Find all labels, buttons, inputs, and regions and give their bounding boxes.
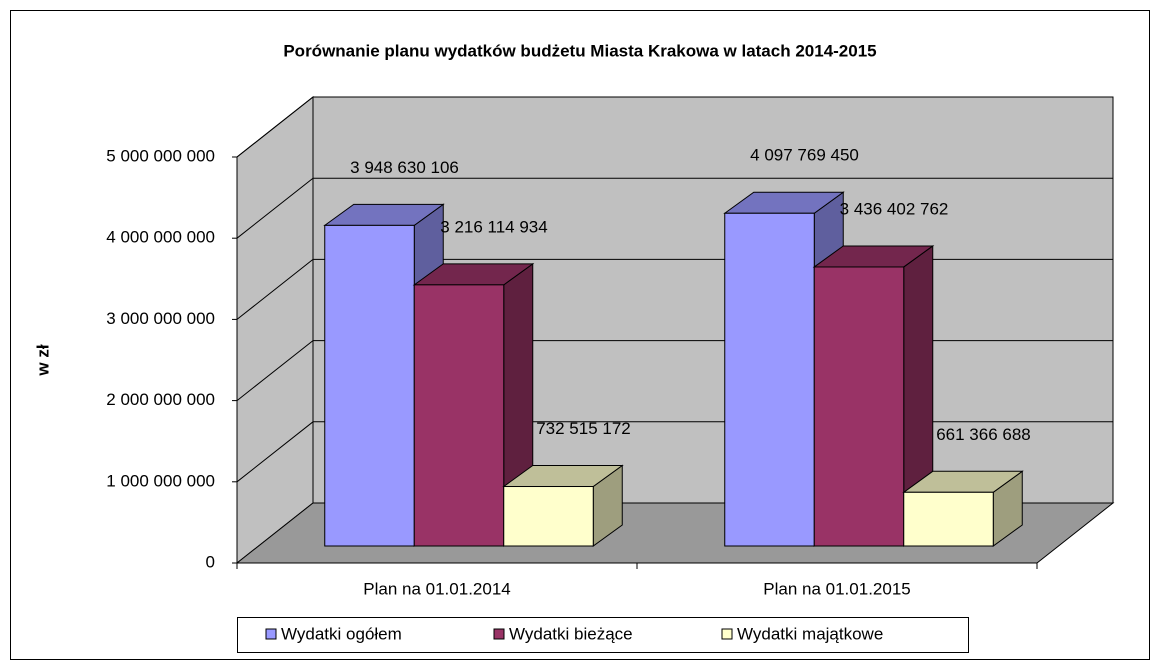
legend-label: Wydatki ogółem	[281, 624, 402, 643]
y-tick-label: 5 000 000 000	[106, 146, 215, 165]
bar	[324, 224, 415, 547]
data-label: 3 948 630 106	[350, 158, 459, 177]
x-tick-label: Plan na 01.01.2014	[363, 579, 510, 598]
y-tick-label: 1 000 000 000	[106, 471, 215, 490]
bar	[413, 284, 505, 547]
x-tick-label: Plan na 01.01.2015	[763, 579, 910, 598]
bar	[813, 266, 905, 547]
side-wall	[236, 95, 314, 565]
y-tick-label: 3 000 000 000	[106, 309, 215, 328]
legend-box	[237, 617, 969, 653]
y-tick-label: 2 000 000 000	[106, 390, 215, 409]
y-tick-label: 4 000 000 000	[106, 228, 215, 247]
data-label: 661 366 688	[936, 425, 1031, 444]
y-tick-label: 0	[206, 552, 215, 571]
bar	[724, 212, 815, 547]
y-axis-label: w zł	[33, 344, 52, 376]
bar	[903, 491, 994, 547]
data-label: 3 436 402 762	[840, 199, 949, 218]
legend-swatch	[721, 628, 733, 640]
chart-title: Porównanie planu wydatków budżetu Miasta…	[283, 41, 876, 60]
legend-swatch	[493, 628, 505, 640]
legend-label: Wydatki bieżące	[509, 624, 633, 643]
grid-line	[236, 177, 1113, 239]
data-label: 4 097 769 450	[750, 146, 859, 165]
data-label: 3 216 114 934	[440, 217, 547, 236]
legend-swatch	[265, 628, 277, 640]
bar	[503, 486, 594, 547]
grid-line	[236, 96, 1113, 158]
legend-label: Wydatki majątkowe	[737, 624, 883, 643]
data-label: 732 515 172	[536, 419, 631, 438]
